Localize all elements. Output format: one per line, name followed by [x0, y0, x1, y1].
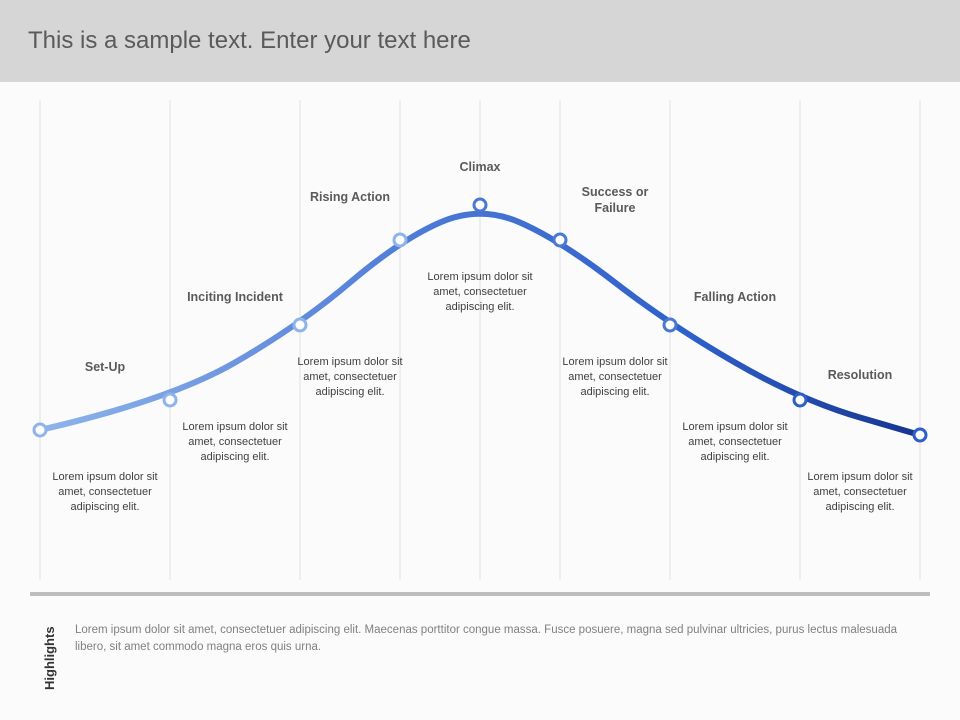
stage-body-6: Lorem ipsum dolor sit amet, consectetuer…: [803, 470, 918, 515]
stage-body-3: Lorem ipsum dolor sit amet, consectetuer…: [423, 270, 538, 315]
highlights-label: Highlights: [42, 626, 57, 690]
stage-label-6: Resolution: [810, 368, 910, 384]
highlights-rule: [30, 592, 930, 596]
arc-point-6: [664, 319, 676, 331]
title-bar: This is a sample text. Enter your text h…: [0, 0, 960, 82]
stage-label-2: Rising Action: [300, 190, 400, 206]
arc-point-8: [914, 429, 926, 441]
arc-point-7: [794, 394, 806, 406]
stage-body-2: Lorem ipsum dolor sit amet, consectetuer…: [293, 355, 408, 400]
stage-label-1: Inciting Incident: [185, 290, 285, 306]
slide-title: This is a sample text. Enter your text h…: [28, 27, 471, 55]
arc-point-4: [474, 199, 486, 211]
stage-label-5: Falling Action: [685, 290, 785, 306]
arc-point-5: [554, 234, 566, 246]
stage-body-5: Lorem ipsum dolor sit amet, consectetuer…: [678, 420, 793, 465]
stage-label-4: Success or Failure: [565, 185, 665, 216]
highlights-body: Lorem ipsum dolor sit amet, consectetuer…: [75, 622, 930, 655]
stage-body-4: Lorem ipsum dolor sit amet, consectetuer…: [558, 355, 673, 400]
arc-point-1: [164, 394, 176, 406]
slide: This is a sample text. Enter your text h…: [0, 0, 960, 720]
arc-point-0: [34, 424, 46, 436]
stage-body-0: Lorem ipsum dolor sit amet, consectetuer…: [48, 470, 163, 515]
stage-label-3: Climax: [430, 160, 530, 176]
stage-body-1: Lorem ipsum dolor sit amet, consectetuer…: [178, 420, 293, 465]
story-arc-chart: Set-Up Lorem ipsum dolor sit amet, consec…: [30, 100, 930, 580]
arc-point-2: [294, 319, 306, 331]
arc-point-3: [394, 234, 406, 246]
stage-label-0: Set-Up: [55, 360, 155, 376]
